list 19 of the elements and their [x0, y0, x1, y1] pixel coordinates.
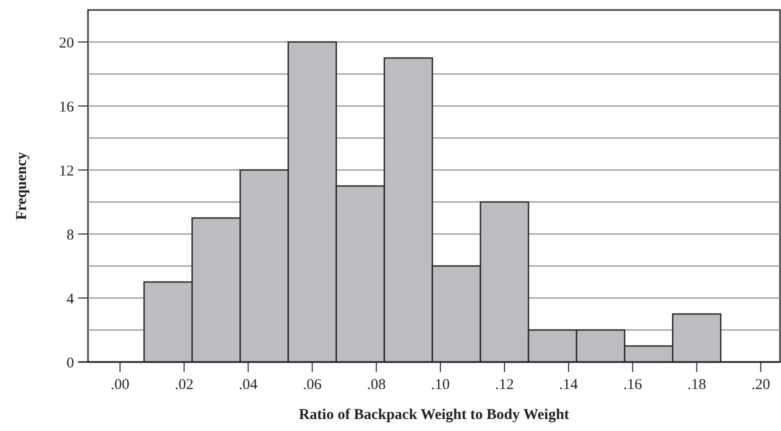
x-tick-label: .04 [238, 377, 258, 393]
x-tick-label: .16 [623, 377, 643, 393]
x-tick-label: .18 [687, 377, 706, 393]
x-tick-label: .12 [495, 377, 514, 393]
x-axis-title: Ratio of Backpack Weight to Body Weight [298, 407, 570, 423]
y-tick-label: 0 [66, 355, 74, 372]
y-tick-label: 4 [66, 291, 74, 308]
x-tick-label: .02 [174, 377, 194, 393]
y-tick-label: 16 [59, 99, 74, 116]
x-tick-label: .20 [751, 377, 770, 393]
y-tick-label: 12 [59, 163, 74, 180]
y-tick-label: 20 [59, 35, 74, 52]
x-tick-label: .06 [302, 377, 322, 393]
x-tick-label: .08 [366, 377, 386, 393]
y-axis-title: Frequency [14, 151, 30, 220]
y-tick-label: 8 [66, 227, 74, 244]
x-tick-label: .10 [431, 377, 450, 393]
x-tick-label: .00 [110, 377, 130, 393]
x-tick-label: .14 [559, 377, 578, 393]
